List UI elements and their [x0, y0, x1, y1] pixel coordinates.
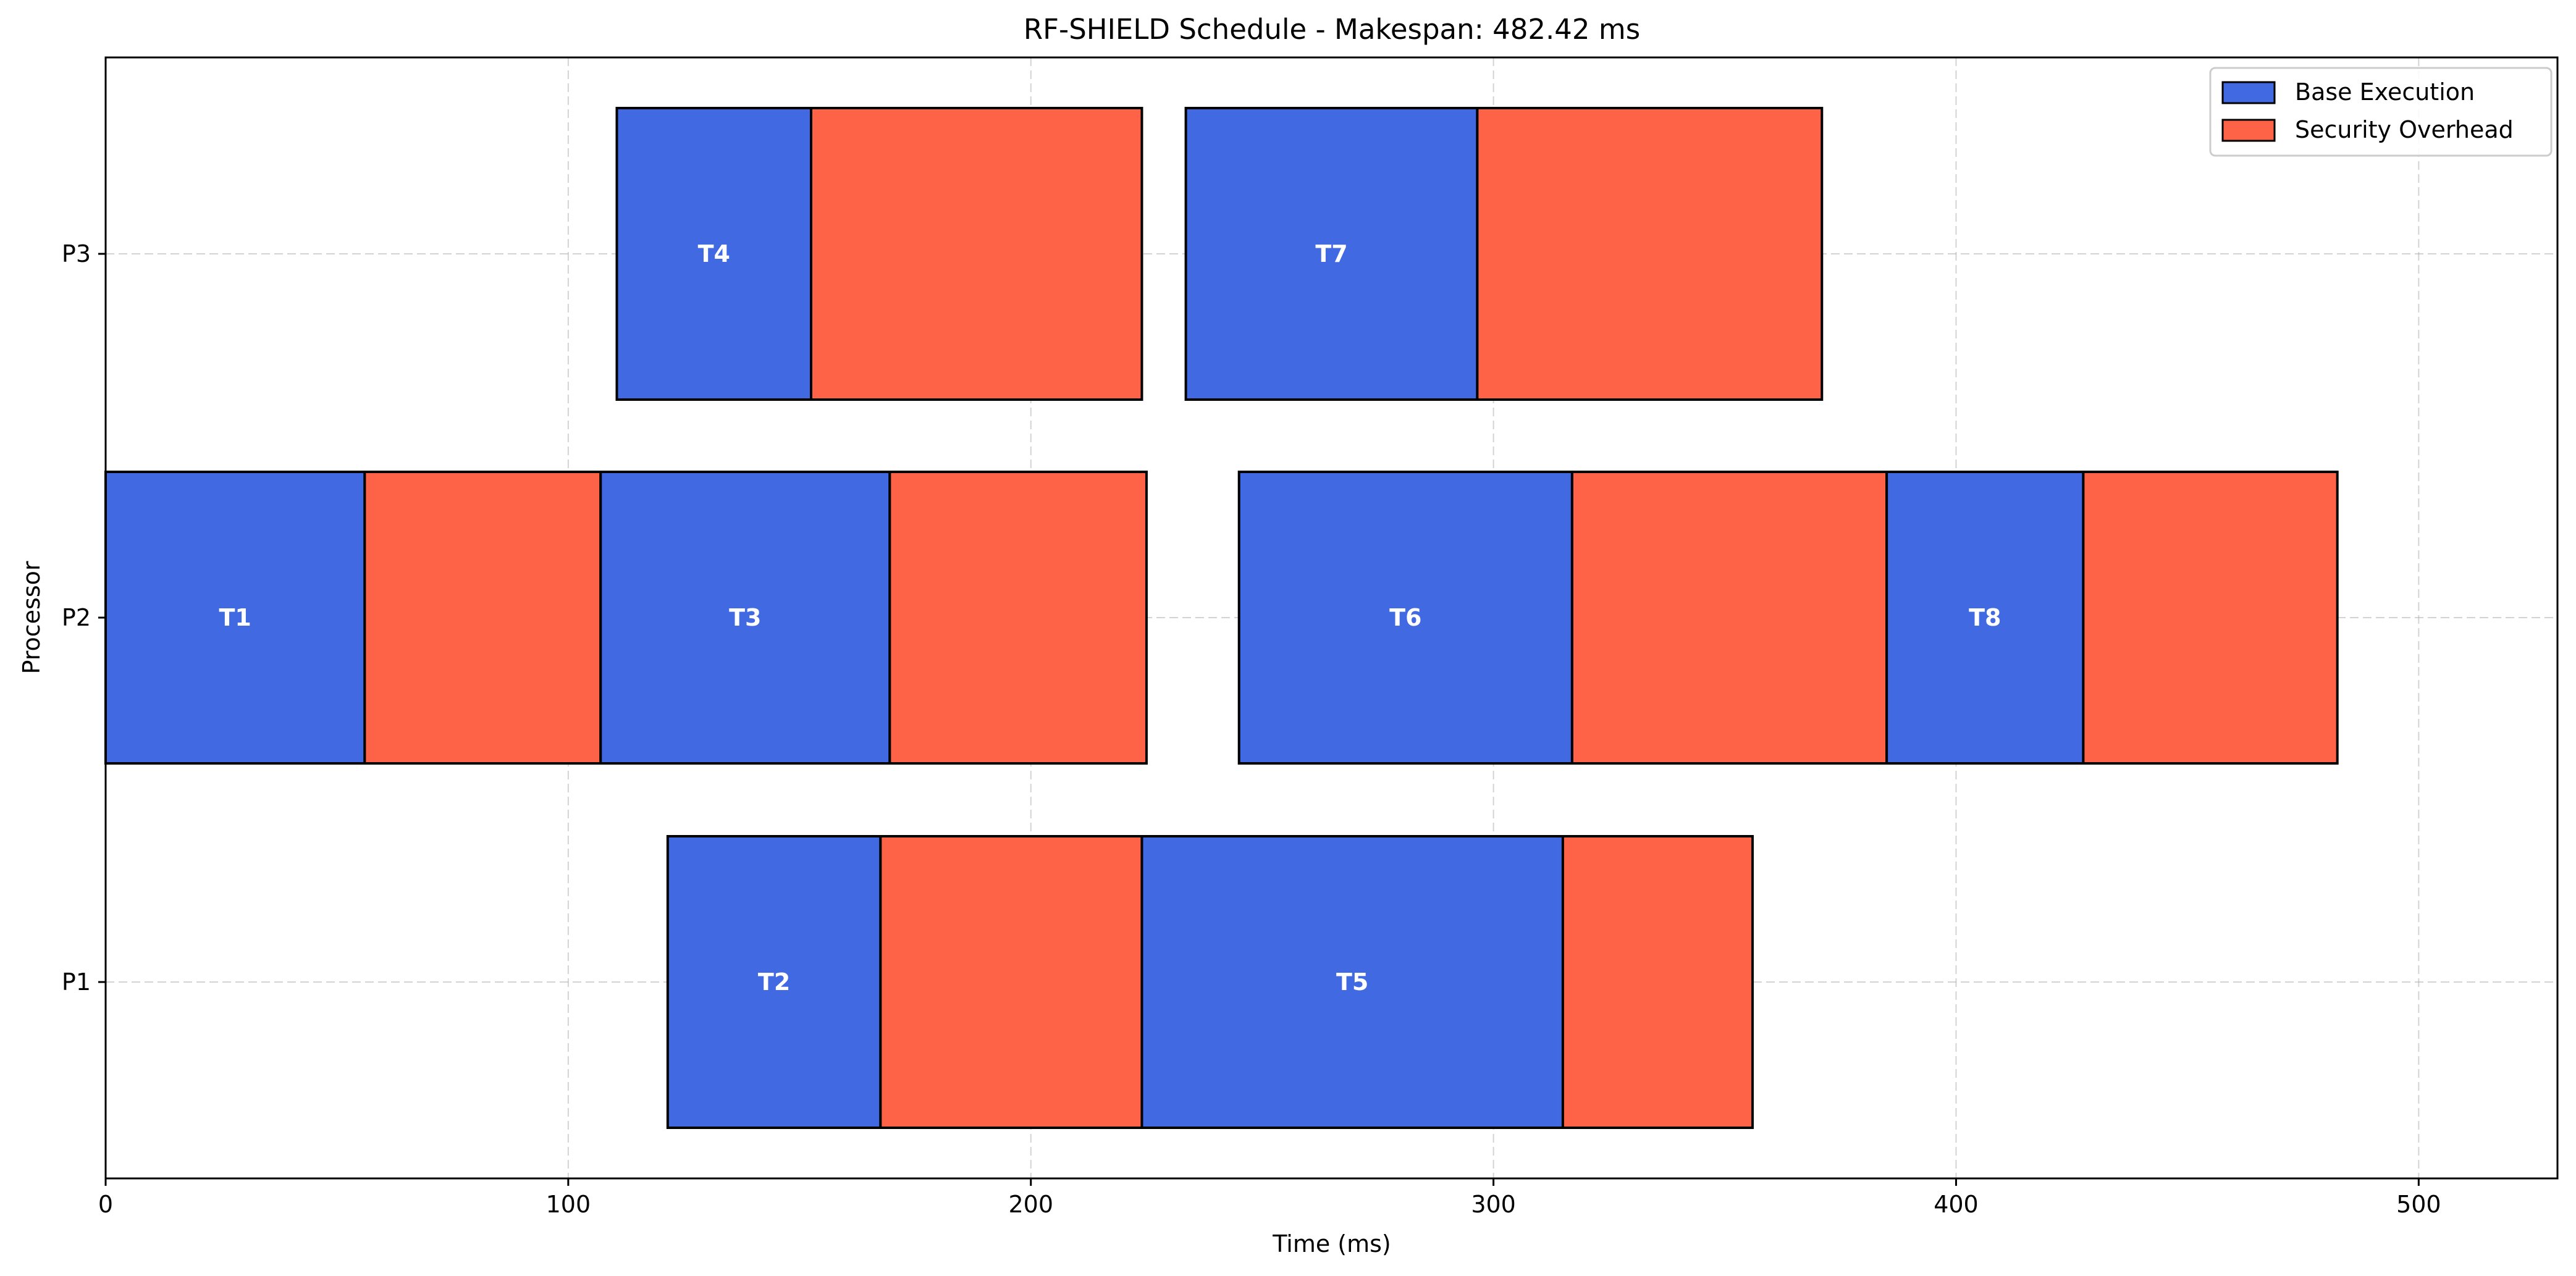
security-overhead-bar [2082, 471, 2339, 765]
base-execution-bar [615, 107, 813, 401]
legend-label-base: Base Execution [2295, 78, 2475, 106]
base-execution-bar [1885, 471, 2085, 765]
task-label: T1 [219, 604, 251, 631]
legend-frame [2209, 67, 2553, 157]
legend: Base Execution Security Overhead [2209, 67, 2553, 157]
legend-label-overhead: Security Overhead [2295, 116, 2514, 143]
security-overhead-bar [1570, 471, 1888, 765]
task-t5: T5 [1140, 835, 1754, 1129]
security-overhead-bar [879, 835, 1143, 1129]
x-tick-label: 200 [1008, 1191, 1053, 1218]
y-axis-label: Processor [18, 561, 45, 674]
x-axis-label: Time (ms) [1272, 1230, 1391, 1257]
base-execution-bar [1237, 471, 1573, 765]
security-overhead-bar [1476, 107, 1824, 401]
chart-title: RF-SHIELD Schedule - Makespan: 482.42 ms [1024, 13, 1640, 46]
task-label: T7 [1315, 240, 1347, 267]
y-tick-label: P1 [62, 968, 91, 996]
task-t2: T2 [666, 835, 1143, 1129]
security-overhead-bar [888, 471, 1148, 765]
x-tick-label: 400 [1934, 1191, 1979, 1218]
task-t4: T4 [615, 107, 1143, 401]
x-axis-ticks: 0 100 200 300 400 500 [98, 1178, 2441, 1218]
task-label: T4 [698, 240, 730, 267]
base-execution-bar [666, 835, 882, 1129]
y-tick-label: P3 [62, 240, 91, 267]
task-t1: T1 [104, 471, 602, 765]
x-tick-label: 300 [1471, 1191, 1516, 1218]
base-execution-bar [1184, 107, 1479, 401]
task-label: T2 [758, 968, 790, 996]
security-overhead-bar [1561, 835, 1754, 1129]
security-overhead-bar [810, 107, 1143, 401]
task-t7: T7 [1184, 107, 1824, 401]
task-label: T3 [729, 604, 761, 631]
y-axis-ticks: P1 P2 P3 [62, 240, 106, 996]
base-execution-bar [599, 471, 891, 765]
task-t8: T8 [1885, 471, 2339, 765]
base-execution-bar [1140, 835, 1564, 1129]
x-tick-label: 100 [546, 1191, 591, 1218]
task-label: T8 [1969, 604, 2001, 631]
task-t3: T3 [599, 471, 1148, 765]
legend-swatch-base [2221, 81, 2276, 104]
x-tick-label: 500 [2396, 1191, 2441, 1218]
task-bars: T1 T2 T3 T4 T5 T6 T7 T8 [104, 107, 2339, 1129]
x-tick-label: 0 [98, 1191, 113, 1218]
task-t6: T6 [1237, 471, 1888, 765]
security-overhead-bar [363, 471, 602, 765]
y-tick-label: P2 [62, 604, 91, 631]
task-label: T5 [1336, 968, 1368, 996]
legend-swatch-overhead [2221, 119, 2276, 142]
task-label: T6 [1389, 604, 1421, 631]
